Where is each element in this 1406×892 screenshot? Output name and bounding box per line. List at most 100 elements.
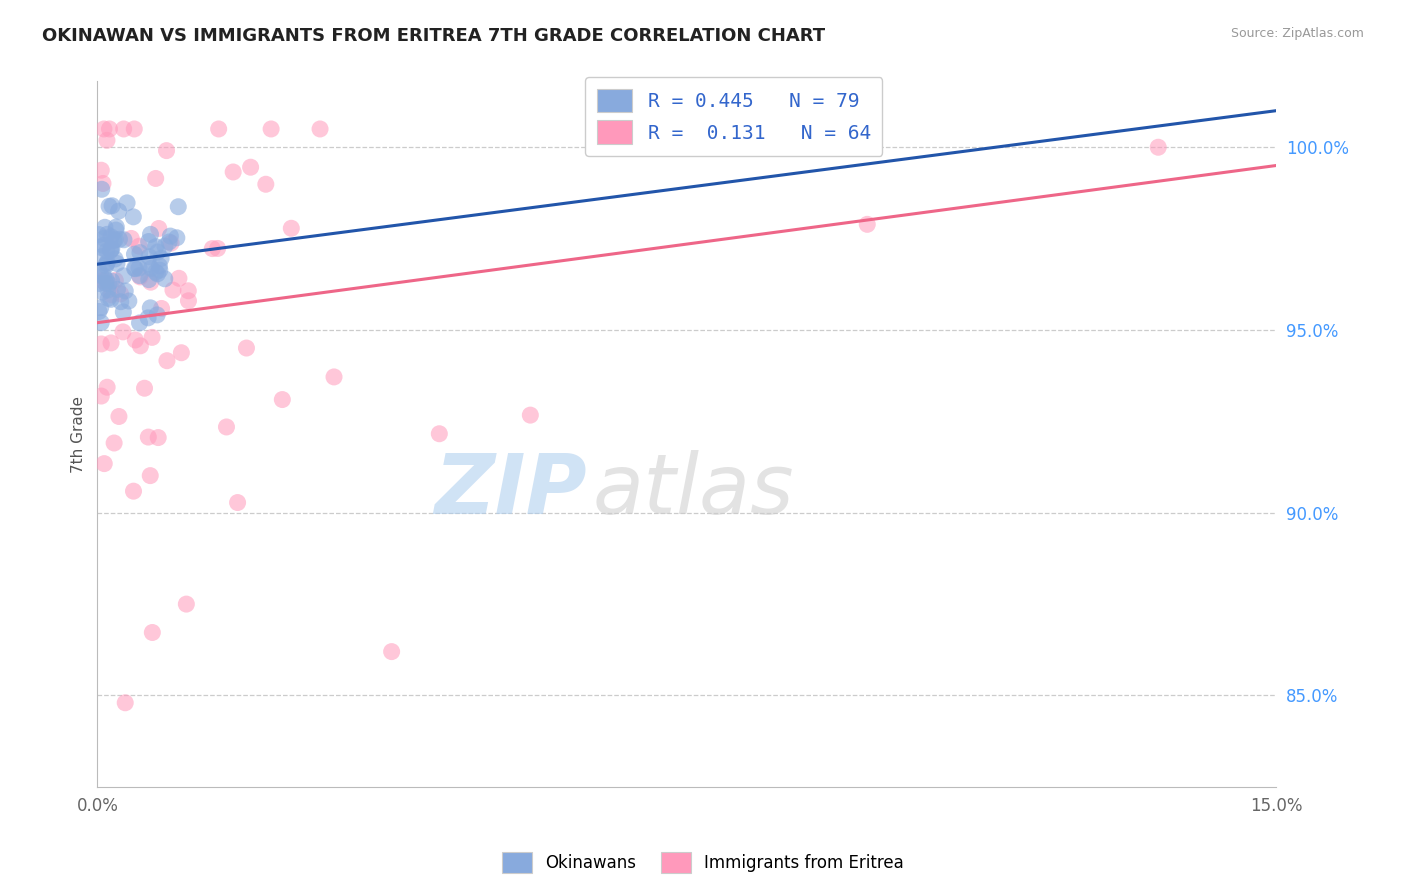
Point [112,122,135,136]
Point [138,273,160,287]
Point [93,457,115,471]
Point [207,242,229,256]
Point [94,259,117,273]
Point [104,223,127,237]
Point [124,333,146,347]
Point [122,210,145,224]
Point [124,261,146,276]
Point [141,625,163,640]
Point [260,122,283,136]
Point [170,345,193,359]
Point [91,285,114,299]
Point [177,293,200,308]
Point [139,275,162,289]
Point [381,645,404,659]
Point [148,259,170,273]
Point [176,597,198,611]
Point [254,178,277,192]
Point [96,255,118,269]
Point [271,392,294,407]
Point [235,341,257,355]
Point [97,291,120,305]
Point [222,165,245,179]
Point [128,260,150,275]
Point [90,316,112,330]
Point [105,219,128,234]
Point [166,231,188,245]
Point [107,204,129,219]
Text: OKINAWAN VS IMMIGRANTS FROM ERITREA 7TH GRADE CORRELATION CHART: OKINAWAN VS IMMIGRANTS FROM ERITREA 7TH … [42,27,825,45]
Point [323,370,346,384]
Point [93,122,115,136]
Point [856,218,879,232]
Point [226,495,249,509]
Point [93,269,115,284]
Point [162,283,184,297]
Point [100,287,122,301]
Point [108,409,131,424]
Point [103,234,125,248]
Point [105,256,128,270]
Point [100,274,122,288]
Point [145,240,167,254]
Point [93,231,115,245]
Point [149,263,172,277]
Point [112,268,135,283]
Point [100,229,122,244]
Point [153,272,176,286]
Point [159,229,181,244]
Point [148,221,170,235]
Point [136,257,159,271]
Point [96,227,118,242]
Point [134,381,156,395]
Point [93,238,115,252]
Point [114,696,136,710]
Point [100,293,122,307]
Point [136,430,159,444]
Point [87,277,110,291]
Point [107,282,129,296]
Point [139,468,162,483]
Point [148,431,170,445]
Point [100,242,122,256]
Point [122,484,145,499]
Point [138,235,160,249]
Point [146,245,169,260]
Point [111,325,134,339]
Point [96,244,118,258]
Text: ZIP: ZIP [434,450,586,531]
Legend: R = 0.445   N = 79, R =  0.131   N = 64: R = 0.445 N = 79, R = 0.131 N = 64 [585,77,883,155]
Point [427,426,450,441]
Point [90,301,112,315]
Point [129,339,152,353]
Point [96,380,118,394]
Point [114,284,136,298]
Point [128,239,150,253]
Point [128,316,150,330]
Point [139,227,162,242]
Point [96,133,118,147]
Point [91,177,114,191]
Point [128,268,150,283]
Point [87,263,110,277]
Point [118,293,141,308]
Point [110,286,132,301]
Point [167,200,190,214]
Point [91,250,114,264]
Point [90,268,112,283]
Point [90,163,112,178]
Point [138,250,160,264]
Point [150,252,173,266]
Point [139,301,162,315]
Point [112,305,135,319]
Point [98,277,121,291]
Y-axis label: 7th Grade: 7th Grade [72,396,86,473]
Point [141,261,163,276]
Point [153,239,176,253]
Point [96,256,118,270]
Point [108,232,131,246]
Point [104,233,127,247]
Point [90,337,112,351]
Point [157,235,180,249]
Point [98,122,121,136]
